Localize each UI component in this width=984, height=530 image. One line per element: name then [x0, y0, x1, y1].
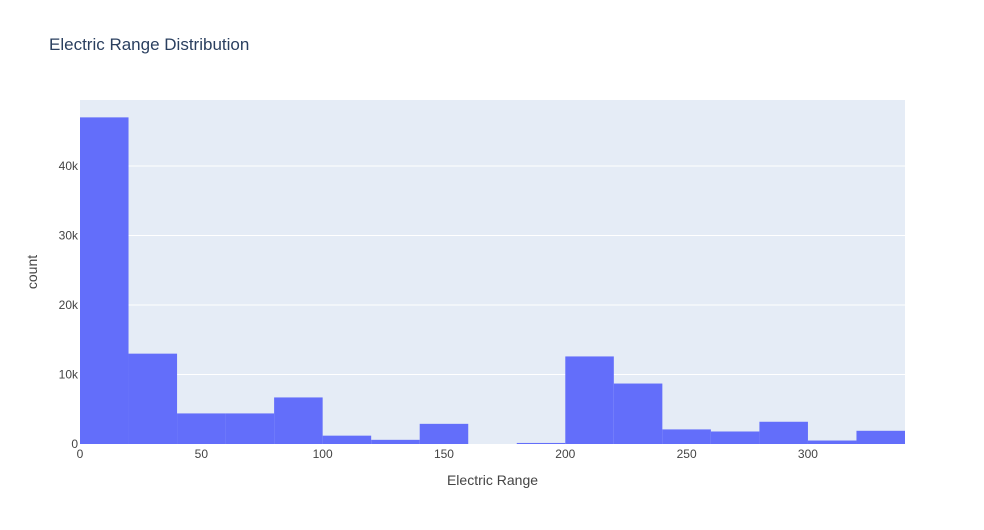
x-tick-label: 250 — [677, 447, 697, 461]
y-tick-label: 20k — [59, 298, 79, 312]
x-tick-label: 150 — [434, 447, 454, 461]
histogram-bars — [80, 117, 905, 445]
histogram-bar — [565, 356, 614, 444]
histogram-bar — [322, 435, 372, 444]
x-tick-label: 50 — [195, 447, 209, 461]
y-tick-label: 10k — [59, 368, 79, 382]
y-tick-label: 30k — [59, 229, 79, 243]
x-tick-label: 0 — [77, 447, 84, 461]
histogram-bar — [807, 440, 857, 444]
x-tick-label: 100 — [313, 447, 333, 461]
x-axis-label: Electric Range — [447, 472, 538, 488]
histogram-bar — [371, 439, 420, 444]
y-tick-label: 40k — [59, 159, 79, 173]
x-tick-label: 300 — [798, 447, 818, 461]
histogram-bar — [516, 442, 566, 444]
x-axis-ticks: 0 50 100 150 200 250 300 — [77, 447, 819, 461]
histogram-bar — [613, 383, 663, 444]
histogram-bar — [419, 423, 469, 444]
histogram-bar — [274, 397, 323, 444]
histogram-bar — [128, 353, 178, 444]
chart-title: Electric Range Distribution — [49, 35, 249, 54]
histogram-bar — [710, 431, 760, 444]
y-tick-label: 0 — [71, 437, 78, 451]
histogram-bar — [177, 413, 226, 444]
grid-lines — [80, 165, 905, 376]
histogram-bar — [80, 117, 129, 445]
y-axis-label: count — [24, 255, 40, 289]
y-axis-ticks: 0 10k 20k 30k 40k — [59, 159, 79, 451]
x-tick-label: 200 — [555, 447, 575, 461]
histogram-bar — [225, 413, 275, 444]
histogram-bar — [662, 429, 711, 444]
plot-background — [80, 100, 905, 444]
histogram-bar — [856, 430, 905, 444]
histogram-bar — [759, 421, 808, 444]
